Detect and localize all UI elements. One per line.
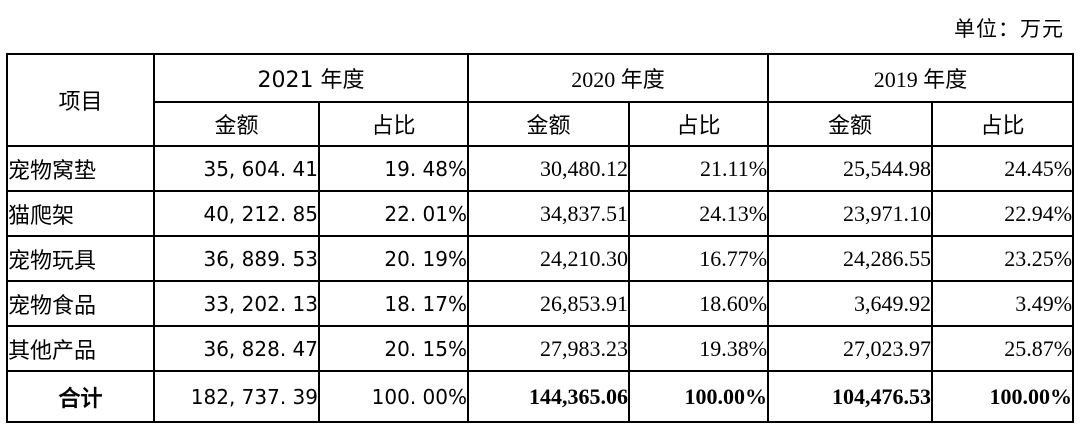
table-row: 宠物窝垫 35, 604. 41 19. 48% 30,480.12 21.11… [6,145,1075,192]
table-row: 其他产品 36, 828. 47 20. 15% 27,983.23 19.38… [6,325,1075,372]
row-label: 宠物窝垫 [6,145,155,192]
amount-cell-2020: 34,837.51 [467,190,631,237]
ratio-cell-2019: 24.45% [931,145,1075,192]
amount-cell-2021: 33, 202. 13 [153,280,320,327]
ratio-cell-2020: 16.77% [628,235,770,282]
total-label: 合计 [6,370,155,423]
amount-cell-2021: 35, 604. 41 [153,145,320,192]
ratio-cell-2021: 19. 48% [317,145,470,192]
total-amount-2020: 144,365.06 [467,370,631,423]
ratio-cell-2021: 20. 15% [317,325,470,372]
ratio-cell-2019: 3.49% [931,280,1075,327]
amount-header-2020: 金额 [467,101,631,147]
amount-cell-2020: 24,210.30 [467,235,631,282]
ratio-cell-2020: 19.38% [628,325,770,372]
amount-header-2019: 金额 [767,101,934,147]
amount-cell-2020: 30,480.12 [467,145,631,192]
header-row-years: 项目 2021 年度 2020 年度 2019 年度 [6,53,1075,147]
unit-label: 单位：万元 [954,17,1064,41]
amount-cell-2019: 25,544.98 [767,145,934,192]
ratio-cell-2021: 18. 17% [317,280,470,327]
year-2021-header: 2021 年度 [152,53,470,103]
total-ratio-2020: 100.00% [628,370,770,423]
table-row: 猫爬架 40, 212. 85 22. 01% 34,837.51 24.13%… [6,190,1075,237]
ratio-cell-2021: 22. 01% [317,190,470,237]
total-row: 合计 182, 737. 39 100. 00% 144,365.06 100.… [6,370,1075,423]
total-ratio-2019: 100.00% [931,370,1075,423]
amount-cell-2019: 24,286.55 [767,235,934,282]
amount-cell-2021: 40, 212. 85 [153,190,320,237]
ratio-cell-2019: 23.25% [931,235,1075,282]
amount-header-2021: 金额 [153,101,320,147]
row-label: 其他产品 [6,325,155,372]
ratio-header-2019: 占比 [931,101,1075,147]
ratio-cell-2021: 20. 19% [317,235,470,282]
table-row: 宠物食品 33, 202. 13 18. 17% 26,853.91 18.60… [6,280,1075,327]
amount-cell-2019: 27,023.97 [767,325,934,372]
row-label: 猫爬架 [6,190,155,237]
total-ratio-2021: 100. 00% [317,370,470,423]
ratio-cell-2020: 21.11% [628,145,770,192]
amount-cell-2020: 26,853.91 [467,280,631,327]
ratio-cell-2020: 24.13% [628,190,770,237]
year-2020-header: 2020 年度 [467,53,770,103]
amount-cell-2021: 36, 828. 47 [153,325,320,372]
total-amount-2021: 182, 737. 39 [153,370,320,423]
amount-cell-2019: 23,971.10 [767,190,934,237]
financial-table: 项目 2021 年度 2020 年度 2019 年度 金额 占比 金额 占比 金… [6,53,1075,423]
ratio-cell-2019: 25.87% [931,325,1075,372]
amount-cell-2020: 27,983.23 [467,325,631,372]
item-column-header: 项目 [6,53,155,147]
row-label: 宠物玩具 [6,235,155,282]
header-row-subcolumns: 金额 占比 金额 占比 金额 占比 [7,101,1075,147]
row-label: 宠物食品 [6,280,155,327]
amount-cell-2021: 36, 889. 53 [153,235,320,282]
total-amount-2019: 104,476.53 [767,370,934,423]
table-row: 宠物玩具 36, 889. 53 20. 19% 24,210.30 16.77… [6,235,1075,282]
ratio-cell-2020: 18.60% [628,280,770,327]
ratio-cell-2019: 22.94% [931,190,1075,237]
year-2019-header: 2019 年度 [767,53,1075,103]
ratio-header-2020: 占比 [628,101,770,147]
amount-cell-2019: 3,649.92 [767,280,934,327]
ratio-header-2021: 占比 [317,101,470,147]
